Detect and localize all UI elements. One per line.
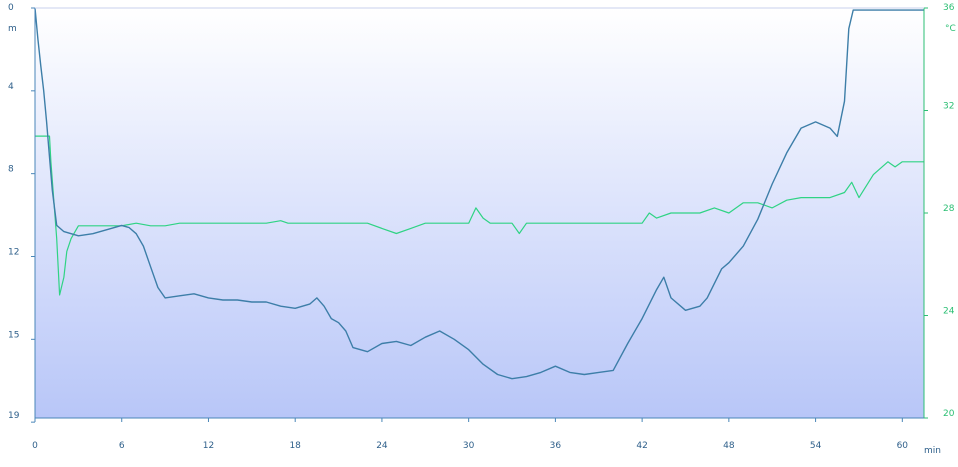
temperature-tick-label: 36	[943, 3, 955, 13]
temperature-tick-label: 24	[943, 307, 955, 317]
time-tick-label: 18	[289, 441, 301, 451]
temperature-series-line	[35, 135, 924, 296]
time-tick-label: 36	[550, 441, 562, 451]
depth-series-layer	[34, 7, 924, 380]
depth-tick-label: 8	[8, 165, 14, 175]
depth-tick-label: 19	[8, 411, 20, 421]
time-tick-label: 0	[32, 441, 38, 451]
time-tick-label: 30	[463, 441, 475, 451]
temperature-tick-label: 20	[943, 409, 955, 419]
temperature-unit-label: °C	[945, 24, 956, 34]
time-tick-label: 24	[376, 441, 388, 451]
time-tick-label: 60	[897, 441, 909, 451]
depth-tick-label: 0	[8, 3, 14, 13]
temperature-tick-label: 32	[943, 102, 954, 112]
time-tick-label: 6	[119, 441, 125, 451]
depth-tick-label: 15	[8, 330, 19, 340]
time-unit-label: min	[924, 446, 941, 456]
depth-tick-label: 12	[8, 247, 19, 257]
time-tick-label: 42	[636, 441, 647, 451]
depth-tick-label: 4	[8, 82, 14, 92]
time-tick-label: 54	[810, 441, 822, 451]
temperature-tick-label: 28	[943, 204, 955, 214]
time-tick-label: 12	[203, 441, 214, 451]
depth-unit-label: m	[8, 24, 17, 34]
temperature-series-layer	[35, 135, 924, 296]
depth-series-line	[34, 7, 924, 380]
time-tick-label: 48	[723, 441, 735, 451]
